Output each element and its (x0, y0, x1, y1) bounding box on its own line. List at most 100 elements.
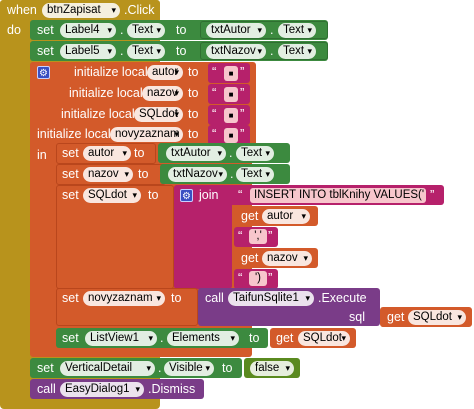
quote-close: ” (268, 228, 273, 243)
event-name-label: .Click (124, 3, 155, 17)
set1-component-dropdown[interactable]: Label4 (60, 23, 116, 38)
set2-source-component-dropdown[interactable]: txtNazov (206, 44, 266, 59)
to-keyword: to (188, 107, 199, 121)
set2-source-property-dropdown[interactable]: Text (278, 44, 316, 59)
to-keyword: to (188, 127, 199, 141)
set-keyword: set (62, 188, 79, 202)
join-text-insert[interactable]: INSERT INTO tblKnihy VALUES(' (250, 188, 426, 203)
when-label: when (7, 3, 37, 17)
false-value-dropdown[interactable]: false (250, 361, 294, 376)
verticaldetail-component-dropdown[interactable]: VerticalDetail (60, 361, 155, 376)
local-var-name-sqldot[interactable]: SQLdot (134, 107, 183, 122)
quote-open: “ (212, 64, 217, 79)
quote-close: ” (240, 64, 245, 79)
local-init-value-sqldot[interactable]: ■ (224, 108, 238, 123)
to-keyword: to (134, 146, 145, 160)
call-keyword: call (37, 382, 56, 396)
execute-method-label: .Execute (318, 291, 367, 305)
init-local-label: initialize local (74, 65, 148, 79)
join-label: join (199, 188, 219, 202)
set-nazov-source-component[interactable]: txtNazov (168, 167, 227, 182)
local-var-name-novyzaznam[interactable]: novyzaznam (110, 127, 183, 142)
dot-label: . (270, 44, 274, 58)
quote-close: ” (268, 270, 273, 285)
in-label: in (37, 148, 47, 162)
dismiss-method-label: .Dismiss (148, 382, 196, 396)
get-keyword: get (387, 310, 405, 324)
set1-source-property-dropdown[interactable]: Text (278, 23, 316, 38)
dot-label: . (230, 167, 234, 181)
execute-component-dropdown[interactable]: TaifunSqlite1 (228, 291, 314, 306)
set-keyword: set (62, 167, 79, 181)
easydialog-component-dropdown[interactable]: EasyDialog1 (60, 382, 144, 397)
dot-label: . (158, 361, 162, 375)
local-init-value-autor[interactable]: ■ (224, 66, 238, 81)
get-keyword: get (241, 251, 259, 265)
quote-open: “ (212, 126, 217, 141)
dot-label: . (160, 331, 164, 345)
quote-open: “ (238, 270, 243, 285)
quote-open: “ (238, 187, 243, 202)
to-keyword: to (222, 361, 233, 375)
set-autor-source-component[interactable]: txtAutor (166, 146, 226, 161)
set-autor-var-dropdown[interactable]: autor (83, 146, 131, 161)
to-keyword: to (176, 23, 187, 37)
dot-label: . (120, 23, 124, 37)
init-local-label: initialize local (69, 86, 143, 100)
call-keyword: call (205, 291, 224, 305)
quote-close: ” (430, 187, 435, 202)
set-keyword: set (37, 44, 54, 58)
set-nazov-source-property[interactable]: Text (236, 167, 274, 182)
to-keyword: to (249, 331, 260, 345)
quote-open: “ (212, 85, 217, 100)
gear-icon[interactable]: ⚙ (37, 66, 50, 79)
set-keyword: set (62, 291, 79, 305)
join-text-comma[interactable]: ',' (249, 229, 267, 244)
local-init-value-novyzaznam[interactable]: ■ (224, 128, 238, 143)
quote-open: “ (212, 106, 217, 121)
to-keyword: to (188, 65, 199, 79)
set-sqldot-var-dropdown[interactable]: SQLdot (83, 188, 141, 203)
quote-open: “ (238, 228, 243, 243)
get-keyword: get (276, 331, 294, 345)
set-keyword: set (62, 331, 79, 345)
init-local-label: initialize local (37, 127, 111, 141)
listview-property-dropdown[interactable]: Elements (167, 331, 239, 346)
verticaldetail-property-dropdown[interactable]: Visible (164, 361, 214, 376)
to-keyword: to (148, 188, 159, 202)
set-autor-source-property[interactable]: Text (236, 146, 274, 161)
listview-get-sqldot-dropdown[interactable]: SQLdot (298, 331, 350, 346)
get-sqldot-var-dropdown[interactable]: SQLdot (408, 310, 466, 325)
sql-arg-label: sql (349, 310, 365, 324)
set2-component-dropdown[interactable]: Label5 (60, 44, 116, 59)
local-init-value-nazov[interactable]: ■ (224, 87, 238, 102)
listview-component-dropdown[interactable]: ListView1 (85, 331, 157, 346)
do-label: do (7, 23, 21, 37)
event-component-dropdown[interactable]: btnZapisat (42, 3, 120, 18)
set1-property-dropdown[interactable]: Text (127, 23, 165, 38)
gear-icon[interactable]: ⚙ (180, 189, 193, 202)
to-keyword: to (176, 44, 187, 58)
to-keyword: to (171, 291, 182, 305)
quote-close: ” (240, 85, 245, 100)
set1-source-component-dropdown[interactable]: txtAutor (206, 23, 266, 38)
set2-property-dropdown[interactable]: Text (127, 44, 165, 59)
set-keyword: set (37, 361, 54, 375)
get-autor-var-dropdown[interactable]: autor (262, 209, 310, 224)
local-var-name-nazov[interactable]: nazov (142, 86, 183, 101)
set-nazov-var-dropdown[interactable]: nazov (83, 167, 133, 182)
get-keyword: get (241, 209, 259, 223)
dot-label: . (229, 146, 233, 160)
join-text-close[interactable]: ') (249, 271, 267, 286)
quote-close: ” (240, 106, 245, 121)
init-local-label: initialize local (61, 107, 135, 121)
get-nazov-var-dropdown[interactable]: nazov (262, 251, 312, 266)
set-keyword: set (37, 23, 54, 37)
set-novyzaznam-var-dropdown[interactable]: novyzaznam (83, 291, 165, 306)
to-keyword: to (188, 86, 199, 100)
local-var-name-autor[interactable]: autor (147, 65, 183, 80)
to-keyword: to (138, 167, 149, 181)
quote-close: ” (240, 126, 245, 141)
dot-label: . (120, 44, 124, 58)
dot-label: . (270, 23, 274, 37)
